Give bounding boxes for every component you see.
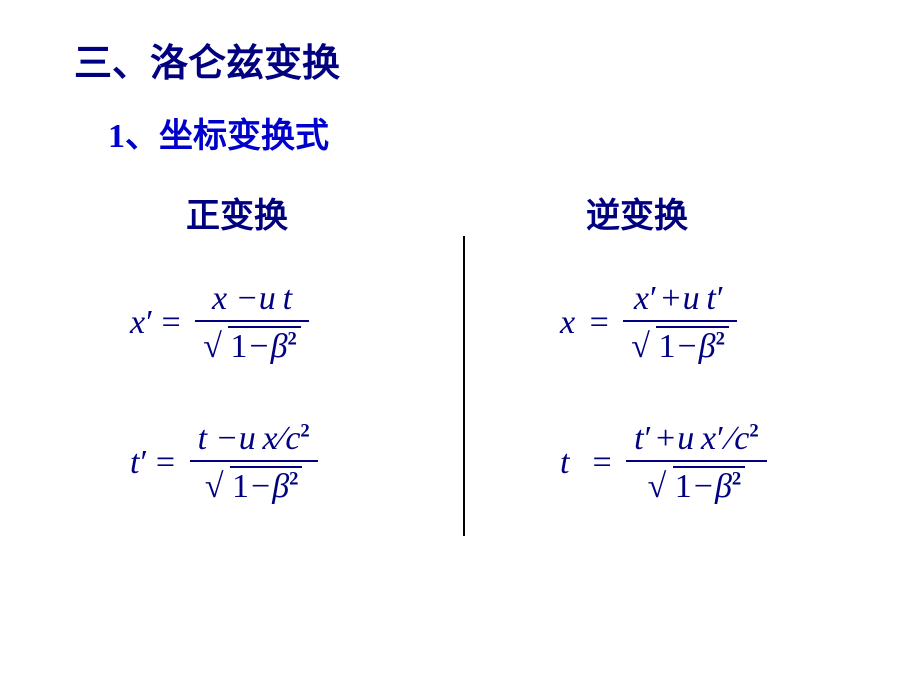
fraction: t −u x∕c2 1−β2 <box>190 420 318 506</box>
denominator: 1−β2 <box>623 322 737 366</box>
equation-inverse-t: t = t′+u x′∕c2 1−β2 <box>560 420 767 506</box>
inverse-header: 逆变换 <box>586 188 688 237</box>
equals-sign: = <box>584 304 615 341</box>
numerator: x′+u t′ <box>623 280 737 320</box>
prime-mark: ′ <box>145 304 155 341</box>
numerator: t′+u x′∕c2 <box>626 420 767 460</box>
var-x-prime: x <box>130 304 145 341</box>
prime-mark: ′ <box>139 444 149 481</box>
equals-sign: = <box>156 304 187 341</box>
var-t: t <box>560 444 569 481</box>
section-title: 三、洛仑兹变换 <box>74 32 340 87</box>
equals-sign: = <box>586 444 617 481</box>
equation-forward-x: x′= x −u t 1−β2 <box>130 280 309 366</box>
sub-title: 1、坐标变换式 <box>108 108 329 157</box>
fraction: x −u t 1−β2 <box>195 280 309 366</box>
denominator: 1−β2 <box>190 462 318 506</box>
denominator: 1−β2 <box>195 322 309 366</box>
var-x: x <box>560 304 575 341</box>
numerator: x −u t <box>195 280 309 320</box>
equation-inverse-x: x = x′+u t′ 1−β2 <box>560 280 737 366</box>
denominator: 1−β2 <box>626 462 767 506</box>
fraction: t′+u x′∕c2 1−β2 <box>626 420 767 506</box>
numerator: t −u x∕c2 <box>190 420 318 460</box>
fraction: x′+u t′ 1−β2 <box>623 280 737 366</box>
equals-sign: = <box>150 444 181 481</box>
equation-forward-t: t′= t −u x∕c2 1−β2 <box>130 420 318 506</box>
column-divider <box>463 236 465 536</box>
forward-header: 正变换 <box>186 188 288 237</box>
